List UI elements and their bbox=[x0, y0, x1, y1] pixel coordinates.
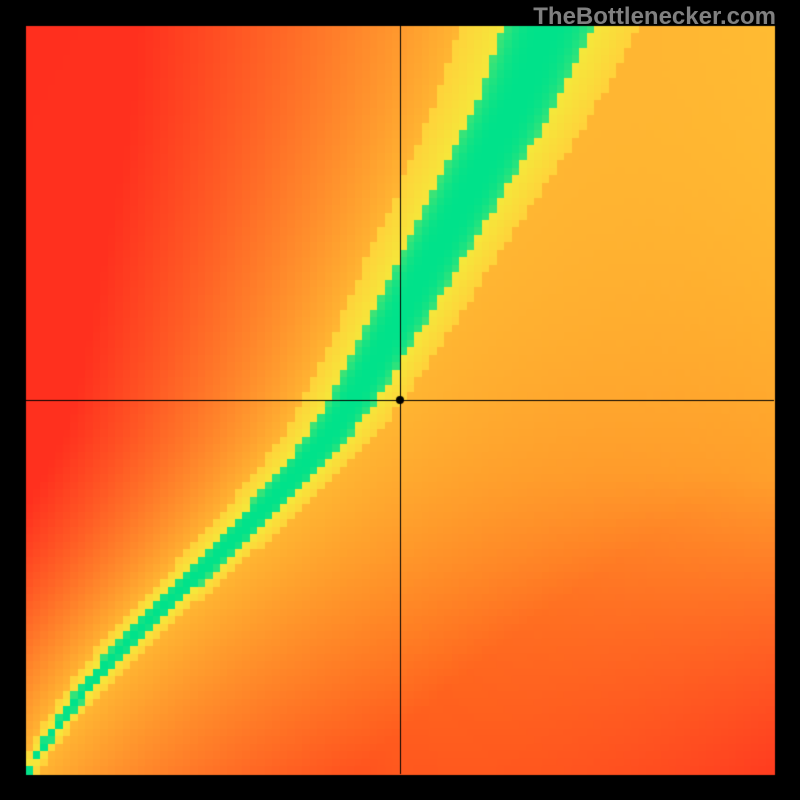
watermark-text: TheBottlenecker.com bbox=[533, 3, 776, 31]
chart-container: { "chart": { "type": "heatmap", "canvas_… bbox=[0, 0, 800, 800]
bottleneck-heatmap bbox=[0, 0, 800, 800]
